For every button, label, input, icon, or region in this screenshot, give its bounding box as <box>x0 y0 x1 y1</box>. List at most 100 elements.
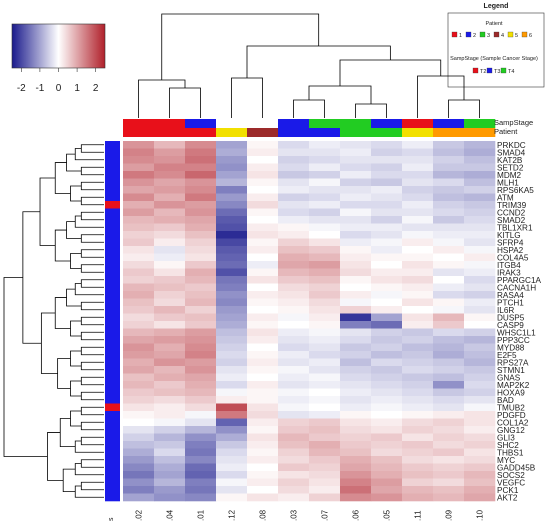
heatmap-cell <box>433 306 465 314</box>
color-key-tick-label: -1 <box>35 83 44 94</box>
heatmap-cell <box>402 471 434 479</box>
heatmap-cell <box>185 433 217 442</box>
legend-swatch <box>500 67 507 74</box>
legend-stage-items: T2 T3 T4 <box>472 67 514 75</box>
heatmap-cell <box>185 381 217 389</box>
heatmap-cell <box>309 336 341 344</box>
color-key-tick-label: 1 <box>74 83 80 94</box>
heatmap-cell <box>402 178 434 187</box>
heatmap-cell <box>247 493 279 502</box>
heatmap-cell <box>247 418 279 427</box>
heatmap-cell <box>278 463 310 472</box>
heatmap-cell <box>433 163 465 172</box>
heatmap-cell <box>123 261 155 269</box>
dendrogram-link <box>80 234 104 243</box>
heatmap-cell <box>123 418 155 427</box>
heatmap-cell <box>216 463 248 472</box>
legend-swatch <box>507 31 514 38</box>
row-side-cell <box>105 463 120 472</box>
heatmap-cell <box>216 283 248 292</box>
heatmap-cell <box>464 231 496 239</box>
dendrogram-link <box>80 196 104 206</box>
heatmap-cell <box>278 178 310 187</box>
heatmap-cell <box>247 448 279 457</box>
heatmap-cell <box>154 216 186 224</box>
heatmap-cell <box>309 478 341 487</box>
heatmap-cell <box>464 396 496 404</box>
patient-cell <box>278 128 310 137</box>
row-label: MYC <box>497 456 515 465</box>
row-label: TRIM39 <box>497 201 527 210</box>
heatmap-cell <box>402 336 434 344</box>
dendrogram-link <box>169 87 201 118</box>
heatmap-cell <box>309 388 341 397</box>
heatmap-cell <box>123 223 155 232</box>
heatmap-cell <box>185 336 217 344</box>
heatmap-cell <box>216 193 248 202</box>
row-side-cell <box>105 471 120 479</box>
color-key-ticks: -2 -1 0 1 2 <box>17 68 99 94</box>
patient-annotation-bar <box>123 128 496 137</box>
heatmap-cell <box>216 253 248 262</box>
heatmap-cell <box>278 201 310 209</box>
heatmap-cell <box>340 418 372 427</box>
heatmap-cell <box>216 433 248 442</box>
heatmap-cell <box>123 238 155 247</box>
heatmap-cell <box>371 313 403 322</box>
heatmap-cell <box>340 351 372 359</box>
heatmap-cell <box>340 321 372 329</box>
heatmap-cell <box>216 486 248 494</box>
heatmap-cell <box>464 478 496 487</box>
row-side-cell <box>105 366 120 374</box>
heatmap-cell <box>278 283 310 292</box>
dendrogram-link <box>59 418 76 448</box>
heatmap-cell <box>464 238 496 247</box>
heatmap-cell <box>340 366 372 374</box>
heatmap-cell <box>371 396 403 404</box>
heatmap-cell <box>433 366 465 374</box>
row-side-cell <box>105 343 120 352</box>
heatmap-cell <box>309 396 341 404</box>
heatmap-cell <box>402 373 434 382</box>
heatmap-cell <box>247 201 279 209</box>
row-side-cell <box>105 358 120 367</box>
heatmap-cell <box>433 448 465 457</box>
heatmap-cell <box>464 276 496 284</box>
heatmap-cell <box>278 171 310 179</box>
heatmap-cell <box>154 471 186 479</box>
sampstage-cell <box>340 119 372 128</box>
heatmap-cell <box>340 276 372 284</box>
heatmap-cell <box>247 246 279 254</box>
heatmap-cell <box>433 148 465 157</box>
heatmap-cell <box>402 313 434 322</box>
heatmap-cell <box>309 231 341 239</box>
row-side-cell <box>105 456 120 464</box>
heatmap-cell <box>123 388 155 397</box>
heatmap-cell <box>154 313 186 322</box>
patient-cell <box>123 128 155 137</box>
heatmap-cell <box>154 291 186 299</box>
row-label: KITLG <box>497 231 521 240</box>
heatmap-cell <box>247 381 279 389</box>
heatmap-cell <box>278 238 310 247</box>
heatmap-cell <box>247 193 279 202</box>
heatmap-cell <box>464 351 496 359</box>
color-key-tick-label: 0 <box>56 83 62 94</box>
row-label: SMAD4 <box>497 148 526 157</box>
column-labels: .02 .04 .01 .12 .08 .03 .07 .06 .05 .11 .09 .10 <box>135 509 485 521</box>
sampstage-cell <box>123 119 155 128</box>
heatmap-cell <box>309 463 341 472</box>
heatmap-cell <box>371 246 403 254</box>
heatmap-cell <box>464 493 496 502</box>
heatmap-cell <box>247 141 279 149</box>
row-side-cell <box>105 148 120 157</box>
dendrogram-link <box>80 406 104 416</box>
row-side-cell <box>105 253 120 262</box>
heatmap-cell <box>247 178 279 187</box>
heatmap-cell <box>402 163 434 172</box>
dendrogram-link <box>231 77 263 118</box>
heatmap-cell <box>371 306 403 314</box>
heatmap-cell <box>309 208 341 217</box>
heatmap-cell <box>154 343 186 352</box>
